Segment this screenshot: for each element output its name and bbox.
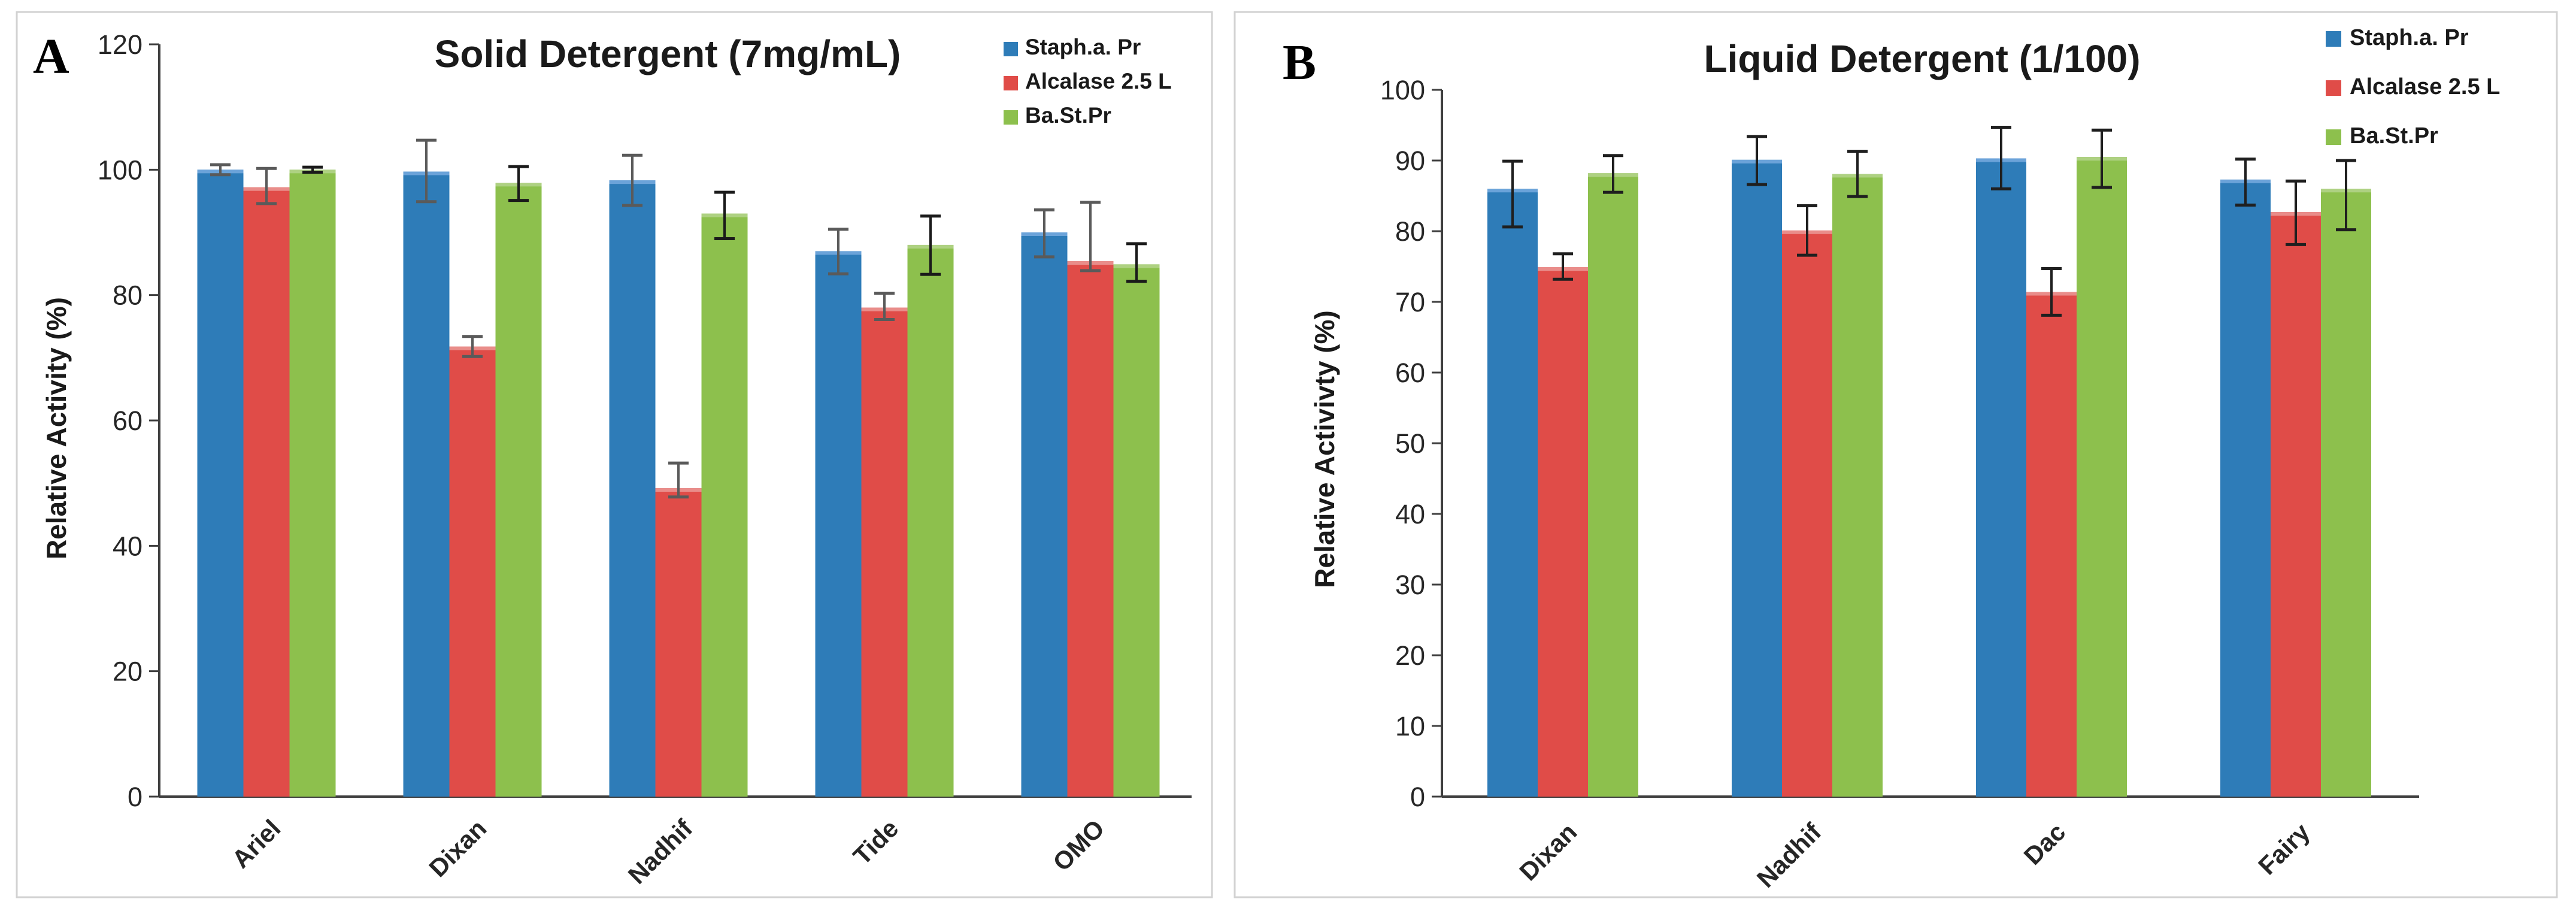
bar-a-tide-alcalase-2-5-l [861, 307, 908, 797]
bar-b-dixan-alcalase-2-5-l [1538, 267, 1588, 797]
bar-b-nadhif-staph-a-pr [1732, 159, 1782, 797]
legend-swatch-a-bastpr [1004, 110, 1018, 125]
bar-b-dixan-ba-st-pr [1588, 173, 1638, 797]
chart-title-a: Solid Detergent (7mg/mL) [435, 32, 901, 75]
bar-a-omo-ba-st-pr [1113, 264, 1160, 797]
y-tick-label-a-40: 40 [113, 531, 143, 561]
bar-a-dixan-alcalase-2-5-l [449, 346, 496, 797]
bar-a-omo-staph-a-pr [1021, 232, 1068, 797]
bar-b-dac-alcalase-2-5-l [2026, 292, 2077, 797]
panel-letter-b: B [1283, 35, 1316, 90]
bar-a-nadhif-ba-st-pr [701, 213, 748, 797]
legend-swatch-b-alcalase [2326, 80, 2341, 96]
bar-b-dixan-staph-a-pr [1487, 189, 1538, 797]
bars-b [1487, 126, 2371, 797]
legend-a: Staph.a. Pr Alcalase 2.5 L Ba.St.Pr [1004, 35, 1172, 128]
bar-a-dixan-staph-a-pr [403, 171, 450, 797]
y-ticks-a: 0 20 40 60 80 100 120 [98, 29, 159, 812]
y-tick-label-b-30: 30 [1395, 570, 1425, 600]
y-tick-label-b-20: 20 [1395, 640, 1425, 671]
y-tick-label-b-10: 10 [1395, 711, 1425, 742]
bar-a-nadhif-staph-a-pr [609, 180, 656, 797]
bar-a-ariel-staph-a-pr [197, 170, 244, 797]
y-tick-label-a-100: 100 [98, 155, 143, 185]
legend-b: Staph.a. Pr Alcalase 2.5 L Ba.St.Pr [2326, 25, 2500, 149]
bars-a [197, 138, 1160, 797]
y-axis-label-b: Relative Activivty (%) [1309, 310, 1340, 588]
legend-label-b-bastpr: Ba.St.Pr [2350, 123, 2438, 149]
legend-swatch-b-bastpr [2326, 129, 2341, 145]
legend-label-a-staph: Staph.a. Pr [1025, 35, 1141, 59]
bar-b-dac-staph-a-pr [1976, 158, 2026, 797]
bar-a-ariel-alcalase-2-5-l [243, 187, 290, 797]
y-tick-label-a-20: 20 [113, 656, 143, 687]
legend-label-a-alcalase: Alcalase 2.5 L [1025, 69, 1172, 93]
bar-a-tide-staph-a-pr [815, 251, 862, 797]
bar-b-fairy-ba-st-pr [2321, 189, 2371, 797]
y-tick-label-b-0: 0 [1410, 782, 1425, 812]
bar-b-nadhif-ba-st-pr [1832, 174, 1883, 797]
y-tick-label-b-90: 90 [1395, 146, 1425, 176]
legend-label-a-bastpr: Ba.St.Pr [1025, 103, 1111, 128]
panel-letter-a: A [33, 29, 69, 84]
legend-swatch-a-alcalase [1004, 76, 1018, 90]
bar-b-nadhif-alcalase-2-5-l [1782, 230, 1832, 797]
legend-swatch-b-staph [2326, 31, 2341, 47]
y-tick-label-b-40: 40 [1395, 499, 1425, 529]
legend-label-b-alcalase: Alcalase 2.5 L [2350, 74, 2500, 99]
bar-b-dac-ba-st-pr [2077, 157, 2127, 797]
bar-a-nadhif-alcalase-2-5-l [655, 488, 702, 797]
bar-b-fairy-alcalase-2-5-l [2271, 212, 2321, 797]
y-tick-label-a-80: 80 [113, 280, 143, 311]
y-axis-label-a: Relative Activity (%) [41, 297, 72, 559]
bar-a-dixan-ba-st-pr [495, 183, 542, 797]
chart-title-b: Liquid Detergent (1/100) [1704, 37, 2141, 80]
y-tick-label-b-80: 80 [1395, 216, 1425, 247]
y-tick-label-a-0: 0 [128, 782, 143, 812]
y-tick-label-a-120: 120 [98, 29, 143, 60]
bar-b-fairy-staph-a-pr [2220, 179, 2271, 797]
legend-swatch-a-staph [1004, 42, 1018, 56]
bar-a-ariel-ba-st-pr [289, 170, 336, 797]
y-tick-label-b-70: 70 [1395, 287, 1425, 317]
bar-a-omo-alcalase-2-5-l [1067, 261, 1114, 797]
y-tick-label-a-60: 60 [113, 405, 143, 436]
y-tick-label-b-60: 60 [1395, 358, 1425, 388]
legend-label-b-staph: Staph.a. Pr [2350, 25, 2469, 50]
y-tick-label-b-100: 100 [1380, 75, 1425, 105]
y-tick-label-b-50: 50 [1395, 428, 1425, 459]
y-ticks-b: 0 10 20 30 40 50 60 70 80 90 100 [1380, 75, 1442, 812]
bar-a-tide-ba-st-pr [907, 244, 954, 797]
